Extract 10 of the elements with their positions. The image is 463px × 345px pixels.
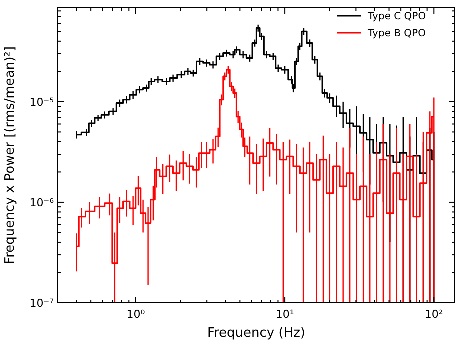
y-axis-title: Frequency x Power [(rms/mean)²]: [3, 46, 18, 264]
legend-label: Type B QPO: [367, 28, 426, 40]
y-tick-label: 10⁻⁶: [30, 196, 55, 210]
x-tick-label: 10¹: [276, 308, 294, 321]
x-tick-label: 10⁰: [126, 308, 146, 321]
x-axis-title: Frequency (Hz): [207, 326, 306, 341]
x-tick-label: 10²: [424, 308, 444, 321]
legend-label: Type C QPO: [367, 12, 426, 22]
y-tick-label: 10⁻⁷: [30, 296, 54, 310]
y-tick-label: 10⁻⁵: [30, 96, 54, 109]
